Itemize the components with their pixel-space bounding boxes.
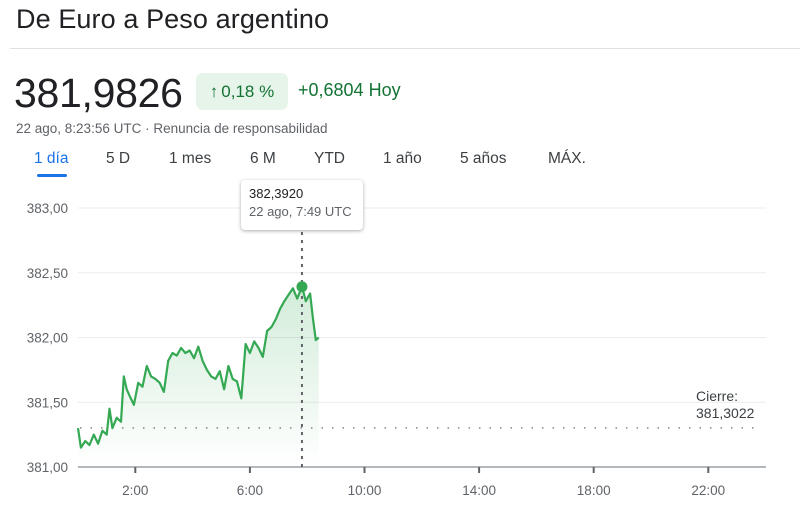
- range-tabs: 1 día 5 D 1 mes 6 M YTD 1 año 5 años MÁX…: [0, 150, 640, 178]
- x-axis-ticks: 2:00 6:00 10:00 14:00 18:00 22:00: [122, 467, 725, 498]
- svg-text:2:00: 2:00: [122, 483, 148, 498]
- close-value: 381,3022: [696, 405, 755, 421]
- svg-text:6:00: 6:00: [237, 483, 263, 498]
- current-price: 381,9826: [14, 70, 183, 116]
- price-meta: 22 ago, 8:23:56 UTC · Renuncia de respon…: [16, 121, 328, 136]
- change-percent: 0,18 %: [221, 81, 275, 101]
- svg-text:22:00: 22:00: [691, 483, 725, 498]
- svg-text:10:00: 10:00: [348, 483, 382, 498]
- svg-text:381,00: 381,00: [27, 460, 68, 475]
- chart-tooltip: 382,3920 22 ago, 7:49 UTC: [241, 180, 363, 230]
- tab-max[interactable]: MÁX.: [548, 150, 586, 167]
- tooltip-time: 22 ago, 7:49 UTC: [249, 204, 352, 219]
- tab-ytd[interactable]: YTD: [314, 150, 345, 167]
- svg-text:381,50: 381,50: [27, 395, 68, 410]
- timestamp: 22 ago, 8:23:56 UTC: [16, 121, 142, 136]
- tooltip-value: 382,3920: [249, 186, 304, 201]
- header-divider: [10, 48, 800, 49]
- separator: ·: [145, 121, 150, 136]
- tab-5-days[interactable]: 5 D: [106, 150, 131, 167]
- active-tab-indicator: [37, 174, 67, 177]
- change-percent-badge: ↑ 0,18 %: [196, 73, 288, 110]
- change-absolute: +0,6804 Hoy: [298, 80, 401, 100]
- svg-text:14:00: 14:00: [462, 483, 496, 498]
- tab-6-months[interactable]: 6 M: [250, 150, 276, 167]
- svg-text:382,50: 382,50: [27, 266, 68, 281]
- price-line: [76, 285, 320, 449]
- price-area: [78, 286, 319, 467]
- disclaimer-link[interactable]: Renuncia de responsabilidad: [153, 121, 328, 136]
- tab-1-month[interactable]: 1 mes: [169, 150, 212, 167]
- y-axis-labels: 383,00 382,50 382,00 381,50 381,00: [27, 201, 68, 475]
- hover-point: [296, 281, 308, 293]
- tab-1-day[interactable]: 1 día: [34, 150, 69, 167]
- arrow-up-icon: ↑: [209, 81, 219, 101]
- page-title: De Euro a Peso argentino: [16, 4, 330, 34]
- close-caption: Cierre:: [696, 388, 739, 404]
- tab-1-year[interactable]: 1 año: [383, 150, 422, 167]
- svg-text:383,00: 383,00: [27, 201, 68, 216]
- svg-text:18:00: 18:00: [577, 483, 611, 498]
- svg-text:382,00: 382,00: [27, 331, 68, 346]
- tab-5-years[interactable]: 5 años: [460, 150, 507, 167]
- previous-close-label: Cierre: 381,3022: [696, 388, 754, 422]
